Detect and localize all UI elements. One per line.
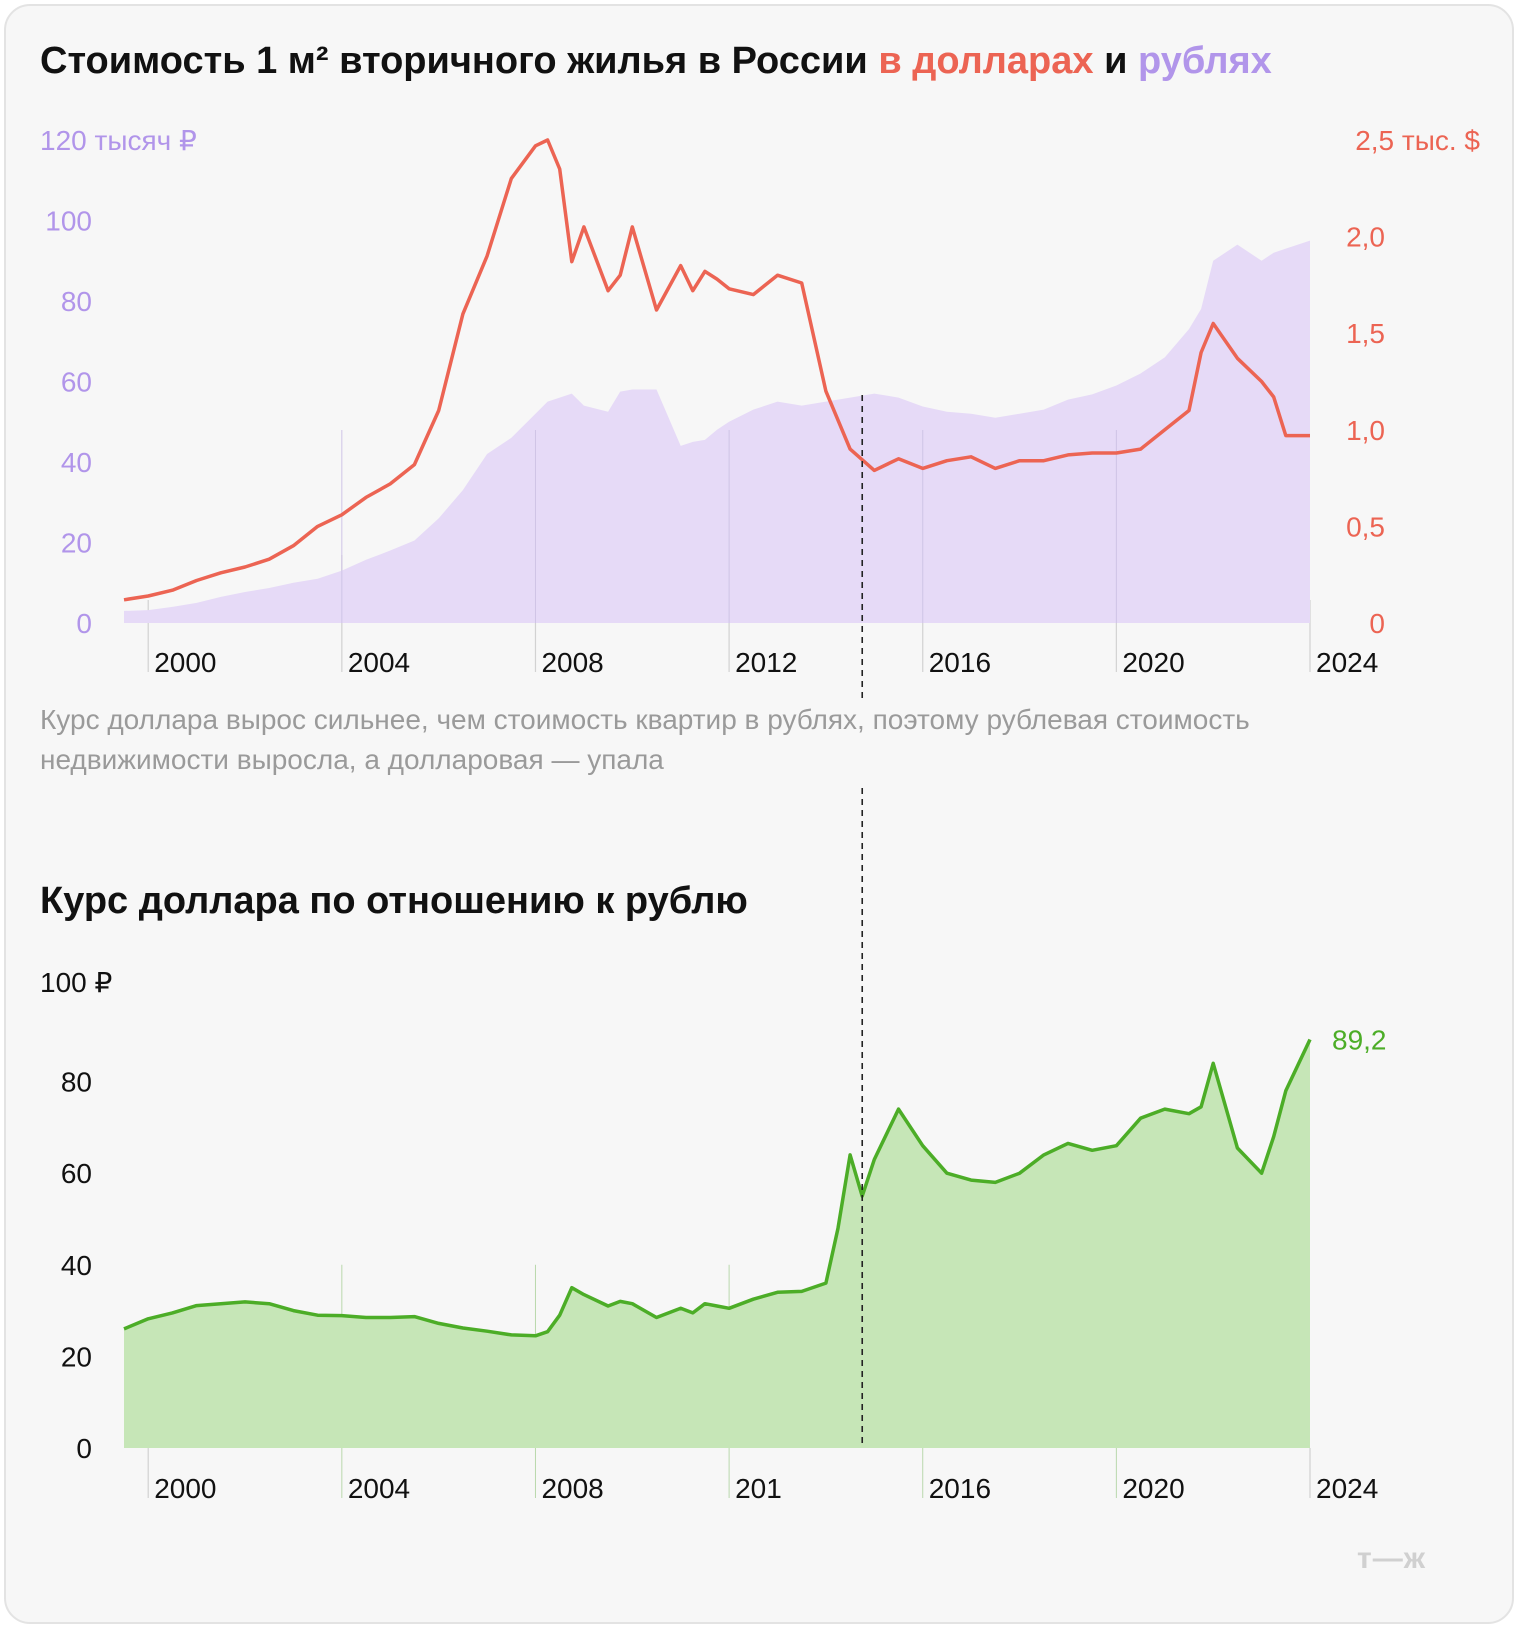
chart1-x-tick: 2008 <box>541 647 603 678</box>
usd-price-line <box>123 138 1310 602</box>
title-rub-highlight: рублях <box>1138 40 1272 82</box>
title-usd-highlight: в долларах <box>878 40 1094 82</box>
chart2-title: Курс доллара по отношению к рублю <box>40 880 748 922</box>
right-axis-tick: 1,5 <box>1346 318 1385 349</box>
chart2-y-tick: 60 <box>61 1158 92 1189</box>
chart2-y-tick: 80 <box>61 1067 92 1098</box>
rub-price-area <box>124 240 1310 623</box>
chart2-x-tick: 2000 <box>154 1473 216 1504</box>
chart2-x-tick: 2004 <box>348 1473 410 1504</box>
right-axis-tick: 1,0 <box>1346 415 1385 446</box>
left-axis-tick: 0 <box>76 608 92 639</box>
brand-logo: т—ж <box>1357 1542 1426 1575</box>
right-axis-tick: 0 <box>1369 608 1385 639</box>
chart1-title: Стоимость 1 м² вторичного жилья в России… <box>40 40 1272 82</box>
chart1-x-tick: 2016 <box>929 647 991 678</box>
annotation-text: Курс доллара вырос сильнее, чем стоимост… <box>40 704 1250 775</box>
chart2-x-tick: 2024 <box>1316 1473 1378 1504</box>
fx-rate-area <box>124 1039 1310 1448</box>
left-axis-tick: 20 <box>61 528 92 559</box>
chart2-x-tick: 2016 <box>929 1473 991 1504</box>
chart1-x-tick: 2004 <box>348 647 410 678</box>
left-axis-unit-label: 120 тысяч ₽ <box>40 125 197 156</box>
left-axis-tick: 60 <box>61 367 92 398</box>
chart1-x-tick: 2020 <box>1122 647 1184 678</box>
chart2-x-tick: 2008 <box>541 1473 603 1504</box>
right-axis-unit-label: 2,5 тыс. $ <box>1355 125 1480 156</box>
left-axis-tick: 40 <box>61 447 92 478</box>
chart2-y-tick: 20 <box>61 1341 92 1372</box>
chart2-y-tick: 0 <box>76 1433 92 1464</box>
chart2-y-unit-label: 100 ₽ <box>40 967 112 998</box>
right-axis-tick: 2,0 <box>1346 222 1385 253</box>
chart2-y-tick: 40 <box>61 1250 92 1281</box>
left-axis-tick: 80 <box>61 286 92 317</box>
fx-last-value-label: 89,2 <box>1332 1024 1387 1055</box>
fx-rate-line <box>123 1038 1312 1338</box>
right-axis-tick: 0,5 <box>1346 511 1385 542</box>
chart1-x-tick: 2012 <box>735 647 797 678</box>
chart2-x-tick: 2020 <box>1122 1473 1184 1504</box>
chart1-x-tick: 2000 <box>154 647 216 678</box>
chart1-x-tick: 2024 <box>1316 647 1378 678</box>
left-axis-tick: 100 <box>45 206 92 237</box>
chart2-x-tick: 201 <box>735 1473 782 1504</box>
